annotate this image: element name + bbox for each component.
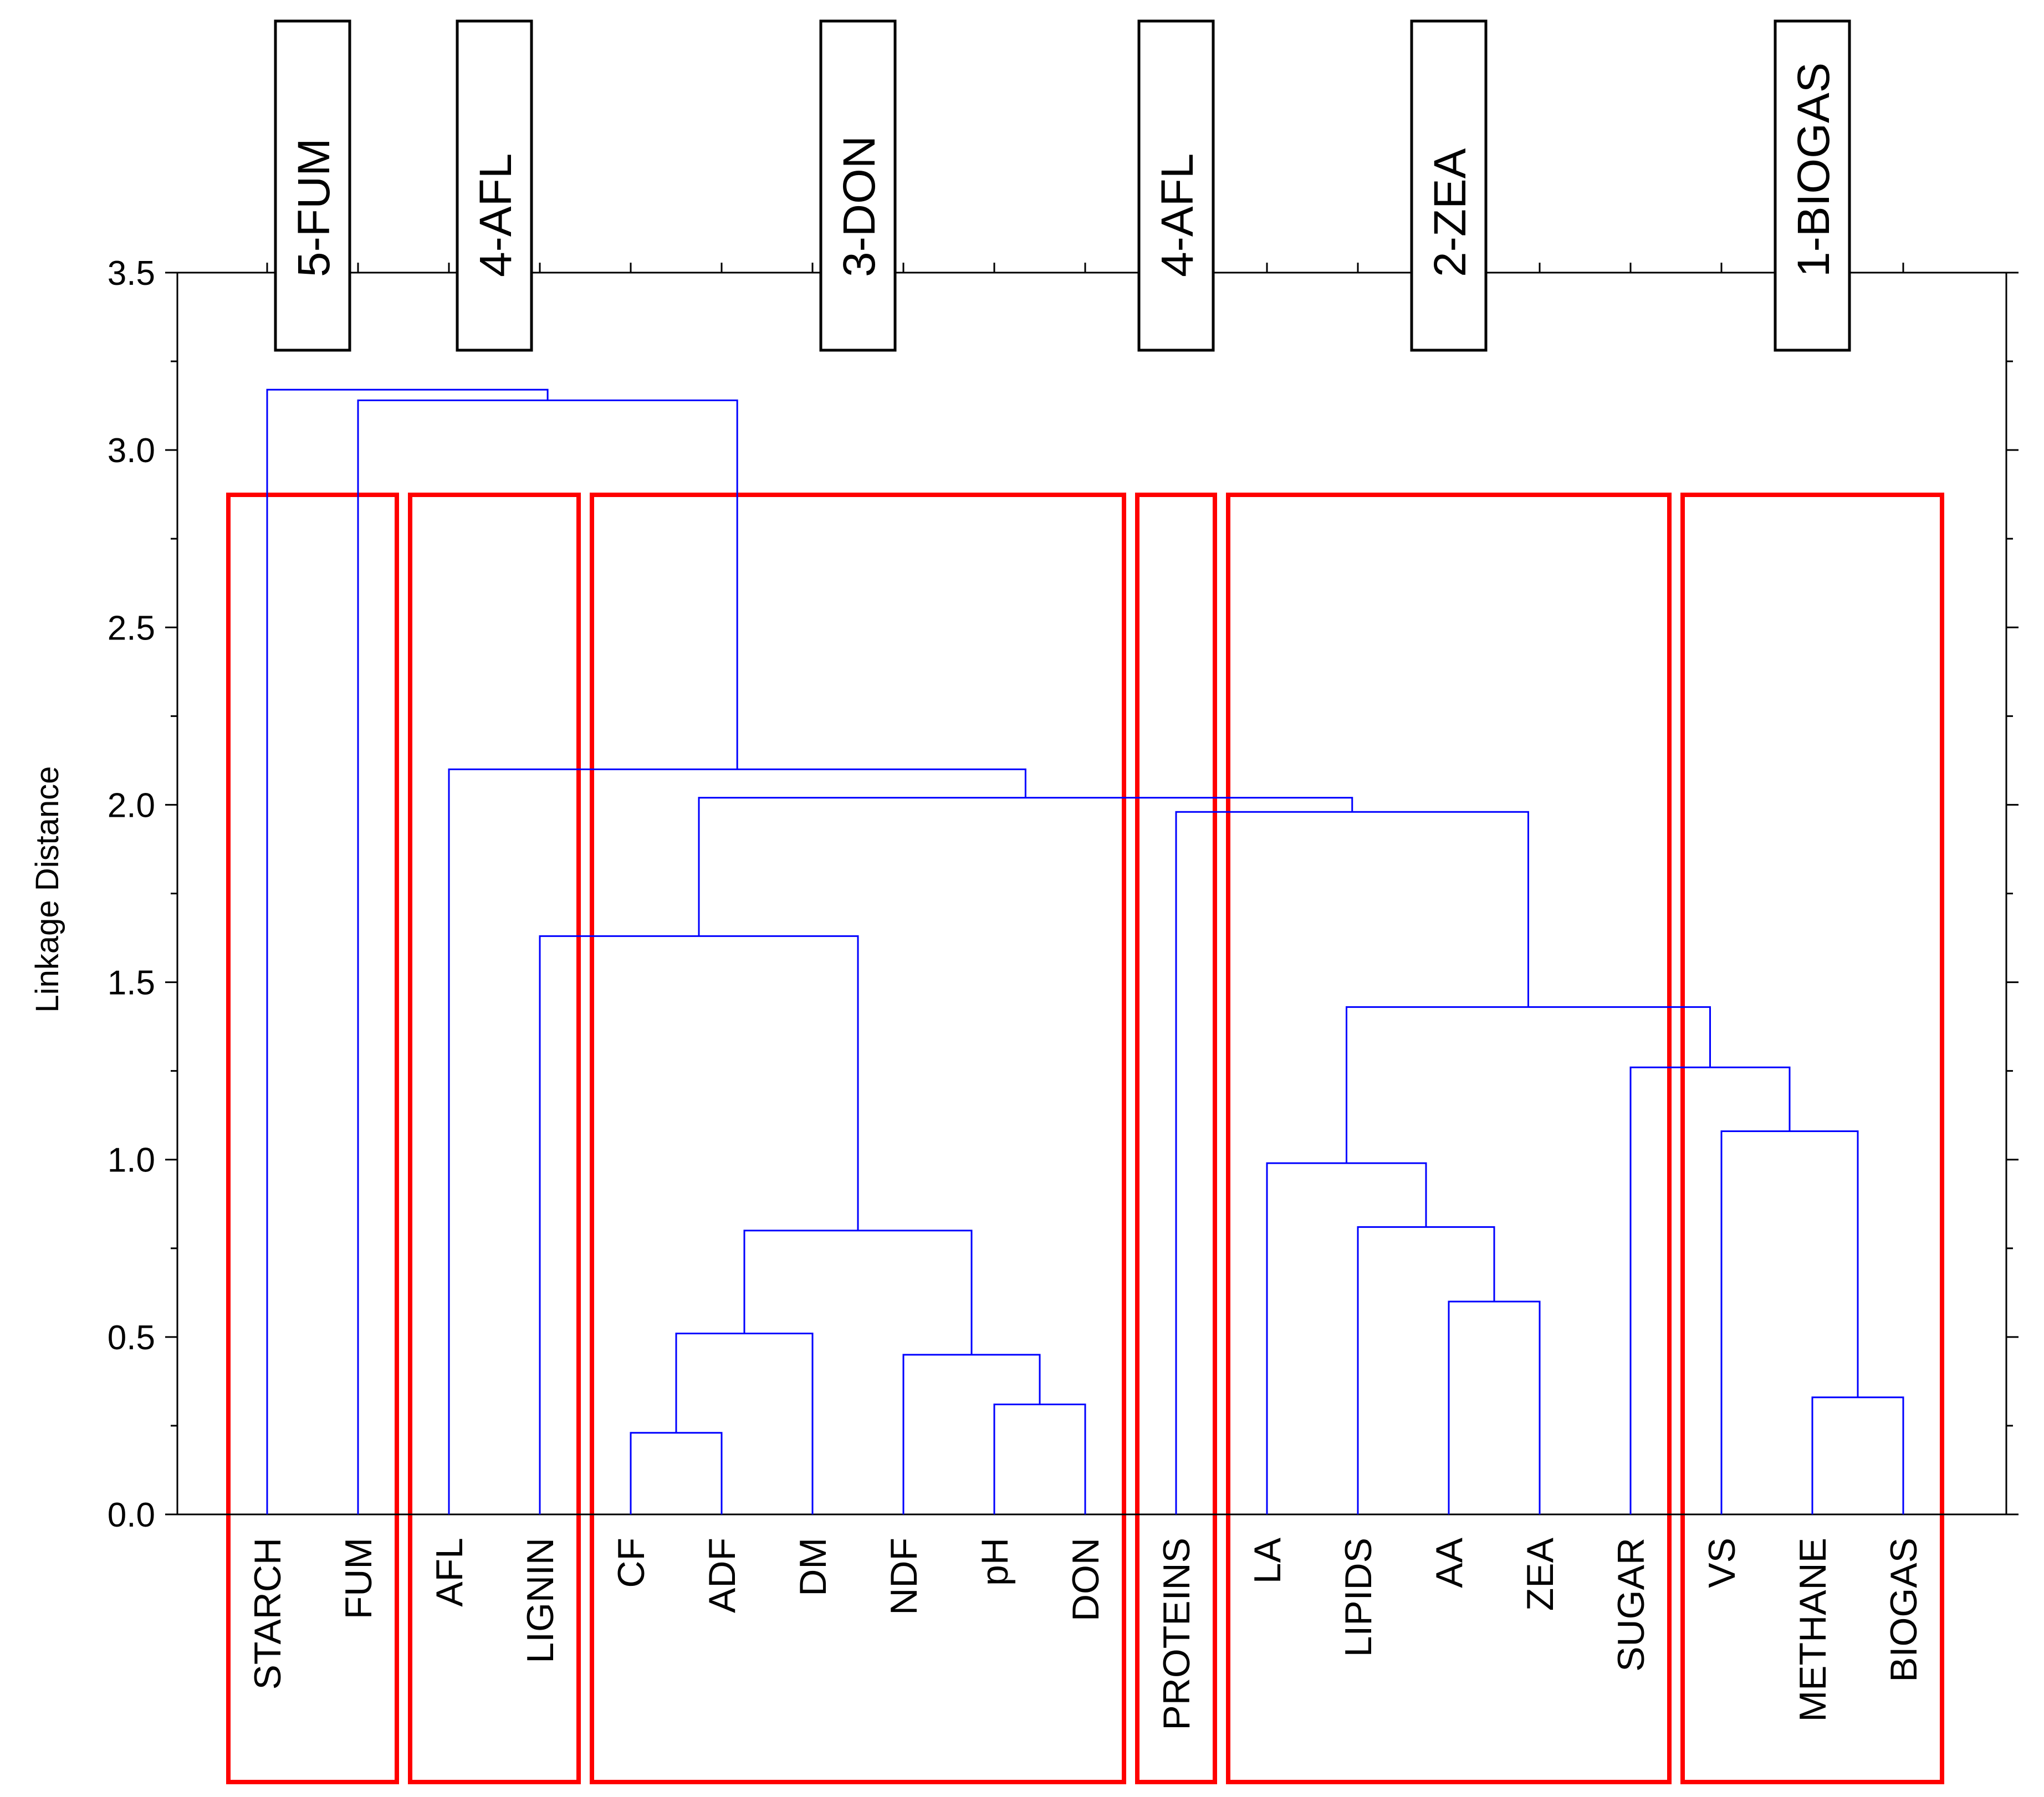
dendrogram-link (1266, 1162, 1427, 1514)
leaf-label: AFL (428, 1538, 471, 1607)
cluster-label-box (819, 19, 897, 352)
leaf-label: NDF (883, 1538, 925, 1615)
dendrogram-link (630, 1432, 723, 1514)
leaf-label: PROTEINS (1156, 1538, 1198, 1731)
dendrogram-link (539, 935, 859, 1514)
cluster-label: 4-AFL (471, 153, 521, 277)
leaf-label: BIOGAS (1883, 1538, 1925, 1682)
cluster-label-box (1137, 19, 1215, 352)
dendrogram-link (743, 1230, 973, 1355)
dendrogram-tree (266, 388, 1904, 1514)
leaf-label: FUM (338, 1538, 380, 1619)
y-tick-label: 2.0 (108, 786, 155, 825)
cluster-label: 2-ZEA (1425, 148, 1475, 277)
leaf-label: LA (1246, 1537, 1289, 1584)
leaf-label: ADF (701, 1538, 743, 1613)
y-tick-label: 0.0 (108, 1496, 155, 1534)
y-tick-label: 0.5 (108, 1319, 155, 1357)
cluster-label: 4-AFL (1152, 153, 1203, 277)
cluster-label: 1-BIOGAS (1789, 63, 1839, 277)
cluster-box (226, 493, 399, 1784)
dendrogram-link (902, 1354, 1041, 1514)
leaf-label: ZEA (1519, 1537, 1561, 1611)
leaf-label: SUGAR (1610, 1538, 1652, 1672)
dendrogram-link (266, 388, 549, 1514)
y-axis-title: Linkage Distance (29, 766, 65, 1013)
leaf-labels: STARCH FUM AFL LIGNIN CF ADF DM NDF pH DON PROTEIN… (247, 1537, 1925, 1730)
leaf-label: DM (792, 1538, 834, 1596)
leaf-label: pH (974, 1538, 1016, 1586)
cluster-label-box (1410, 19, 1488, 352)
dendrogram-link (675, 1332, 814, 1514)
dendrogram-link (1346, 1006, 1711, 1164)
plot-frame (176, 272, 2007, 1516)
y-tick-label: 3.0 (108, 432, 155, 470)
leaf-label: AA (1428, 1537, 1470, 1588)
cluster-box (1226, 493, 1672, 1784)
y-tick-label: 3.5 (108, 254, 155, 293)
cluster-boxes (226, 493, 1944, 1784)
cluster-labels: 5-FUM 4-AFL 3-DON 4-AFL 2-ZEA 1-BIOGAS (274, 19, 1851, 352)
leaf-label: VS (1701, 1538, 1743, 1588)
y-tick-label: 1.0 (108, 1141, 155, 1180)
dendrogram-link (698, 797, 1353, 936)
leaf-label: STARCH (247, 1538, 289, 1690)
leaf-label: CF (610, 1538, 652, 1588)
y-axis: 0.0 0.5 1.0 1.5 2.0 2.5 3.0 3.5 (108, 254, 2019, 1534)
cluster-box (590, 493, 1126, 1784)
cluster-label: 3-DON (834, 136, 885, 277)
dendrogram-link (1629, 1066, 1791, 1514)
dendrogram-link (1811, 1396, 1904, 1514)
cluster-label-box (274, 19, 351, 352)
dendrogram-link (357, 400, 738, 1514)
dendrogram-link (993, 1404, 1086, 1514)
dendrogram-link (448, 768, 1026, 1514)
y-tick-label: 1.5 (108, 964, 155, 1002)
cluster-label: 5-FUM (289, 138, 339, 277)
plot-border (176, 272, 2007, 1516)
dendrogram-link (1720, 1130, 1859, 1514)
leaf-label: LIPIDS (1337, 1538, 1379, 1657)
leaf-label: METHANE (1792, 1538, 1834, 1722)
dendrogram-link (1448, 1301, 1541, 1514)
cluster-box (1680, 493, 1944, 1784)
cluster-box (408, 493, 581, 1784)
cluster-label-box (1774, 19, 1851, 352)
leaf-label: DON (1065, 1538, 1107, 1621)
cluster-box (1135, 493, 1217, 1784)
dendrogram-link (1357, 1226, 1495, 1514)
leaf-label: LIGNIN (519, 1538, 561, 1663)
y-tick-label: 2.5 (108, 609, 155, 647)
cluster-label-box (456, 19, 533, 352)
